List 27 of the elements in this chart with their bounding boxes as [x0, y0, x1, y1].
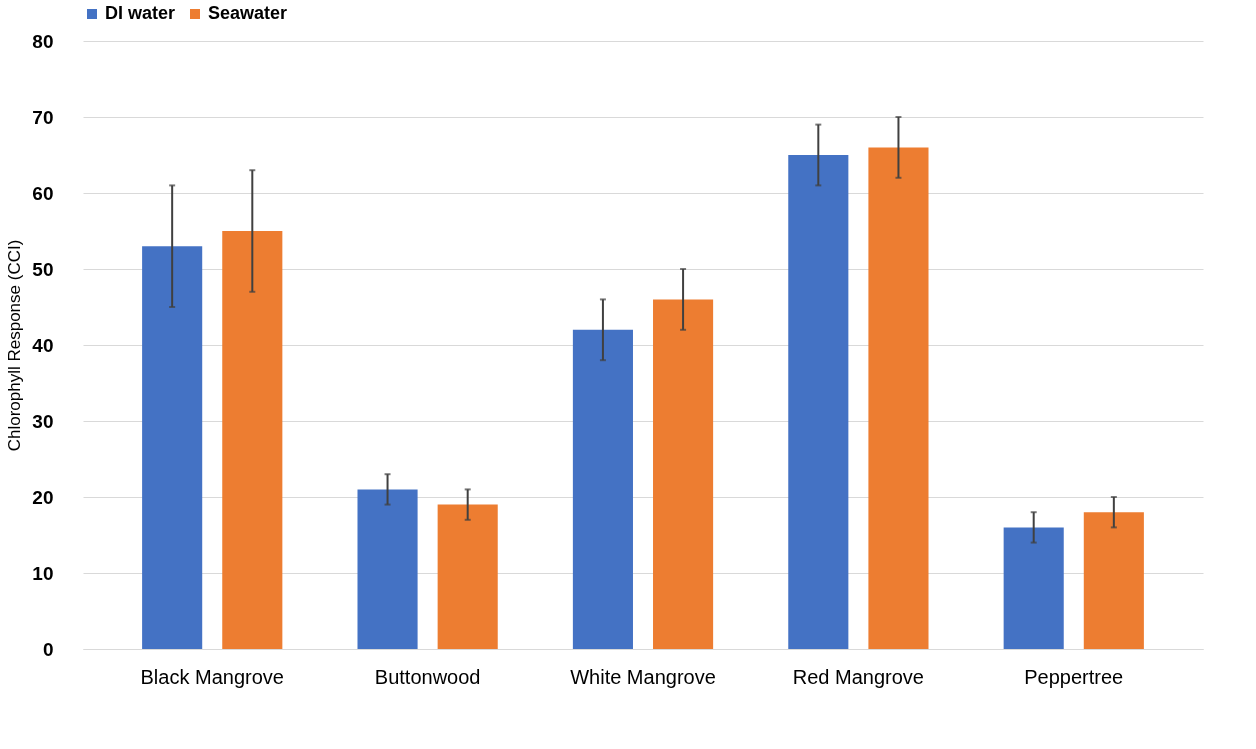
x-tick-label: Red Mangrove [792, 665, 924, 688]
bar [357, 489, 418, 649]
bar [653, 299, 714, 649]
y-tick-label: 30 [32, 410, 54, 432]
y-tick-label: 60 [32, 182, 54, 204]
y-tick-label: 80 [32, 30, 54, 52]
x-tick-label: White Mangrove [570, 665, 716, 688]
y-tick-label: 70 [32, 106, 54, 128]
bar [222, 231, 283, 649]
x-tick-label: Black Mangrove [140, 665, 284, 688]
y-tick-label: 10 [32, 562, 54, 584]
y-tick-label: 0 [42, 638, 54, 660]
bar [142, 246, 203, 649]
x-tick-label: Buttonwood [374, 665, 481, 688]
y-axis-title: Chlorophyll Response (CCI) [5, 239, 25, 452]
bar [1003, 527, 1064, 649]
bar [788, 155, 849, 649]
y-tick-label: 40 [32, 334, 54, 356]
legend-label: DI water [105, 3, 176, 23]
bar [868, 147, 929, 649]
legend-label: Seawater [208, 3, 288, 23]
y-tick-label: 20 [32, 486, 54, 508]
bar [437, 504, 498, 649]
x-tick-label: Peppertree [1024, 665, 1124, 688]
bar [572, 329, 633, 649]
y-tick-label: 50 [32, 258, 54, 280]
bar [1083, 512, 1144, 649]
